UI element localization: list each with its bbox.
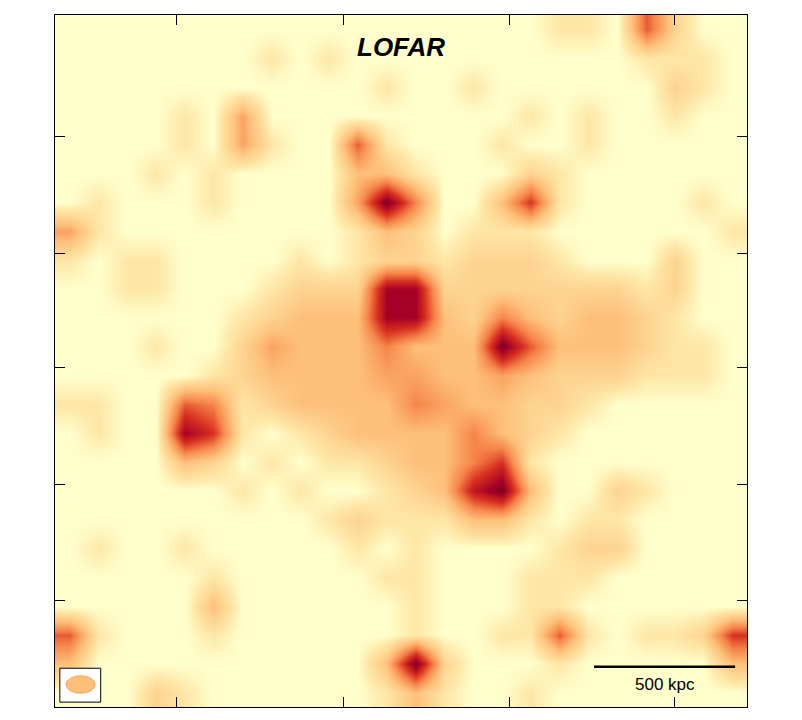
svg-text:500 kpc: 500 kpc — [635, 675, 695, 694]
svg-text:LOFAR: LOFAR — [357, 32, 445, 62]
